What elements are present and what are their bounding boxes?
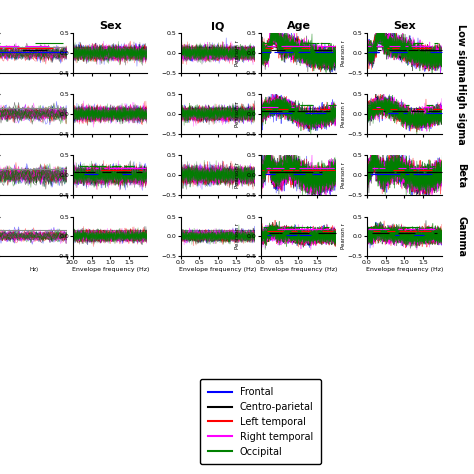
Y-axis label: Pearson r: Pearson r (235, 101, 240, 127)
Title: Sex: Sex (393, 21, 416, 31)
Y-axis label: Pearson r: Pearson r (341, 223, 346, 249)
Text: Beta: Beta (456, 163, 466, 188)
Y-axis label: Pearson r: Pearson r (341, 101, 346, 127)
Y-axis label: Pearson r: Pearson r (235, 162, 240, 188)
Title: IQ: IQ (211, 21, 225, 31)
Title: Age: Age (286, 21, 310, 31)
X-axis label: Envelope frequency (Hz): Envelope frequency (Hz) (260, 266, 337, 272)
Y-axis label: Pearson r: Pearson r (235, 223, 240, 249)
X-axis label: Envelope frequency (Hz): Envelope frequency (Hz) (366, 266, 443, 272)
Y-axis label: Pearson r: Pearson r (341, 162, 346, 188)
Y-axis label: Pearson r: Pearson r (235, 40, 240, 66)
Text: High sigma: High sigma (456, 83, 466, 145)
X-axis label: Envelope frequency (Hz): Envelope frequency (Hz) (72, 266, 149, 272)
Y-axis label: Pearson r: Pearson r (341, 40, 346, 66)
Text: Low sigma: Low sigma (456, 24, 466, 82)
Text: Gamma: Gamma (456, 216, 466, 257)
Legend: Frontal, Centro-parietal, Left temporal, Right temporal, Occipital: Frontal, Centro-parietal, Left temporal,… (200, 379, 321, 465)
X-axis label: Envelope frequency (Hz): Envelope frequency (Hz) (179, 266, 256, 272)
Title: Sex: Sex (99, 21, 122, 31)
X-axis label: Hz): Hz) (29, 266, 38, 272)
